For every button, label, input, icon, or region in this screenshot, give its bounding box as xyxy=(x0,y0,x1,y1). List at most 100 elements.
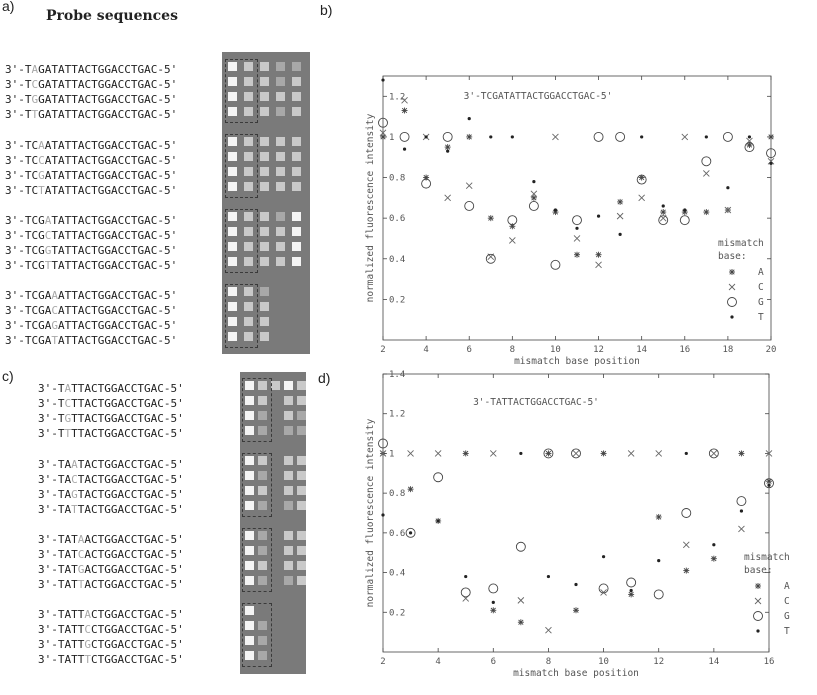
point-t xyxy=(657,559,661,563)
array-spot xyxy=(260,242,269,251)
probe-sequence: 3'-TTTTACTGGACCTGAC-5' xyxy=(38,427,184,440)
point-g xyxy=(528,201,539,211)
point-a-stroke xyxy=(531,195,537,201)
point-c-stroke xyxy=(401,97,408,104)
array-spot xyxy=(276,227,285,236)
array-spot xyxy=(228,182,237,191)
array-spot xyxy=(284,531,293,540)
chart-d: 2 4 6 8 10 12 14 16 0.2 0.4 0.6 0.8 1 1.2 1.4 mismatch … xyxy=(365,370,790,679)
point-a-stroke xyxy=(445,144,451,150)
array-spot xyxy=(244,332,253,341)
point-t xyxy=(424,135,428,139)
point-a-stroke xyxy=(600,450,607,457)
point-g xyxy=(658,215,669,226)
point-c-stroke xyxy=(655,450,663,457)
point-c xyxy=(754,597,762,605)
probe-sequence: 3'-TATTCCTGGACCTGAC-5' xyxy=(38,623,184,636)
point-c-stroke xyxy=(434,450,442,457)
point-t xyxy=(436,519,440,523)
probe-sequence: 3'-TATGACTGGACCTGAC-5' xyxy=(38,563,184,576)
array-spot xyxy=(228,77,237,86)
x-tick-label: 10 xyxy=(598,657,609,667)
array-spot xyxy=(228,167,237,176)
point-c xyxy=(655,450,663,457)
point-a xyxy=(628,591,635,598)
array-spot xyxy=(292,62,301,71)
array-spot xyxy=(258,636,267,645)
point-g xyxy=(593,131,604,142)
point-a-stroke xyxy=(683,567,689,574)
point-g xyxy=(507,215,518,226)
array-spot xyxy=(258,456,267,465)
point-c-stroke xyxy=(754,597,762,605)
legend-entry: G xyxy=(784,611,790,622)
point-c-stroke xyxy=(545,626,552,634)
array-spot xyxy=(228,137,237,146)
y-axis-label: normalized fluorescence intensity xyxy=(365,418,376,607)
array-group-outline xyxy=(225,59,258,123)
array-spot xyxy=(276,212,285,221)
array-group-outline xyxy=(242,378,272,442)
point-a xyxy=(660,209,667,216)
array-spot xyxy=(245,546,254,555)
array-spot xyxy=(284,426,293,435)
array-spot xyxy=(245,576,254,585)
array-spot xyxy=(258,651,267,660)
probe-sequence: 3'-TGTTACTGGACCTGAC-5' xyxy=(38,412,184,425)
point-a-stroke xyxy=(628,591,634,598)
probe-sequence: 3'-TATTTCTGGACCTGAC-5' xyxy=(38,653,184,666)
point-g xyxy=(598,583,609,594)
point-t xyxy=(553,208,558,212)
point-c-stroke xyxy=(552,133,559,141)
point-a xyxy=(444,144,451,151)
point-a xyxy=(600,450,607,457)
panel-a-microarray-image xyxy=(222,52,310,354)
array-spot xyxy=(244,287,253,296)
array-spot xyxy=(258,576,267,585)
point-a xyxy=(380,133,386,140)
point-t xyxy=(408,531,413,535)
point-c xyxy=(600,589,607,596)
point-a-stroke xyxy=(401,107,408,114)
array-spot xyxy=(276,137,285,146)
point-t xyxy=(489,135,493,139)
point-a xyxy=(746,142,753,149)
array-spot xyxy=(292,257,301,266)
point-c-stroke xyxy=(444,194,451,202)
y-tick-label: 1.2 xyxy=(389,92,405,102)
array-spot xyxy=(271,381,280,390)
array-spot xyxy=(244,257,253,266)
point-c xyxy=(573,235,581,242)
point-a-stroke xyxy=(766,478,772,484)
point-a xyxy=(595,251,602,258)
array-spot xyxy=(245,606,254,615)
point-a-stroke xyxy=(768,134,774,140)
array-spot xyxy=(228,302,237,311)
point-a-stroke xyxy=(490,607,496,613)
array-spot xyxy=(292,182,301,191)
x-tick-label: 16 xyxy=(679,345,690,355)
array-spot xyxy=(245,456,254,465)
point-a-stroke xyxy=(729,269,735,275)
probe-sequence: 3'-TCTATATTACTGGACCTGAC-5' xyxy=(5,184,178,197)
point-c-stroke xyxy=(738,525,745,533)
probe-sequence: 3'-TCGATATTACTGGACCTGAC-5' xyxy=(5,78,178,91)
x-tick-label: 16 xyxy=(764,657,775,667)
array-spot xyxy=(297,501,306,510)
point-g xyxy=(433,472,444,483)
point-t xyxy=(747,135,752,139)
point-c xyxy=(401,97,408,104)
y-tick-label: 0.4 xyxy=(389,569,405,579)
panel-label-d: d) xyxy=(318,370,331,386)
array-spot xyxy=(258,381,267,390)
array-spot xyxy=(245,636,254,645)
legend-entry: T xyxy=(784,626,790,637)
point-t xyxy=(575,226,579,230)
probe-sequence: 3'-TCGGTATTACTGGACCTGAC-5' xyxy=(5,244,178,257)
array-spot xyxy=(292,137,301,146)
array-spot xyxy=(297,576,306,585)
point-g xyxy=(485,253,496,264)
probe-sequence: 3'-TATTGCTGGACCTGAC-5' xyxy=(38,638,184,651)
y-tick-label: 0.2 xyxy=(389,295,405,305)
array-group-outline xyxy=(225,134,258,198)
